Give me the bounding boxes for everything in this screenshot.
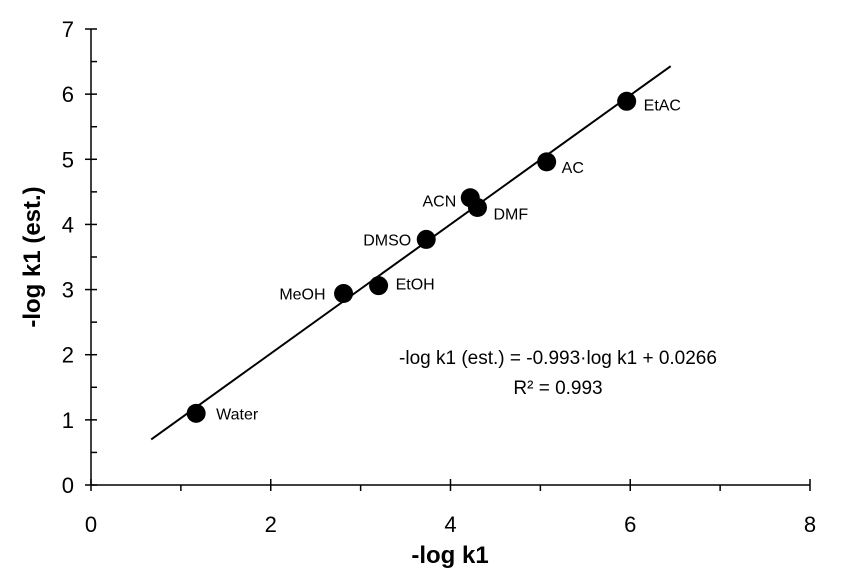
y-tick-labels: 0 1 2 3 4 5 6 7 [62,17,74,498]
data-point [617,91,637,111]
data-point [186,403,206,423]
point-label: Water [216,406,259,423]
point-label: EtAC [644,97,681,114]
y-tick-label: 2 [62,343,74,368]
y-tick-label: 1 [62,408,74,433]
y-tick-label: 7 [62,17,74,42]
x-tick-label: 4 [444,512,456,537]
x-axis-title: -log k1 [411,542,488,569]
point-label: DMSO [363,232,411,249]
point-label: ACN [422,194,456,211]
data-point [334,283,354,303]
data-point [537,152,557,172]
data-points [186,91,637,423]
y-tick-label: 5 [62,147,74,172]
point-label: AC [562,160,584,177]
data-point [416,229,436,249]
data-point [369,276,389,296]
y-tick-label: 6 [62,82,74,107]
x-tick-labels: 0 2 4 6 8 [85,512,816,537]
x-tick-label: 0 [85,512,97,537]
x-tick-label: 2 [265,512,277,537]
y-tick-label: 4 [62,212,74,237]
y-tick-label: 0 [62,473,74,498]
point-label: EtOH [396,277,435,294]
regression-line [150,65,672,441]
y-axis-title: -log k1 (est.) [19,186,46,327]
regression-equation: -log k1 (est.) = -0.993·log k1 + 0.0266 [399,348,717,369]
point-label: DMF [493,206,528,223]
point-labels: Water MeOH EtOH DMSO ACN DMF AC EtAC [216,97,681,423]
y-minor-ticks [91,60,97,454]
x-tick-label: 6 [624,512,636,537]
r-squared-label: R² = 0.993 [513,378,602,399]
x-tick-label: 8 [804,512,816,537]
data-point [467,197,487,217]
y-tick-label: 3 [62,278,74,303]
point-label: MeOH [279,286,325,303]
x-minor-ticks [180,485,721,491]
